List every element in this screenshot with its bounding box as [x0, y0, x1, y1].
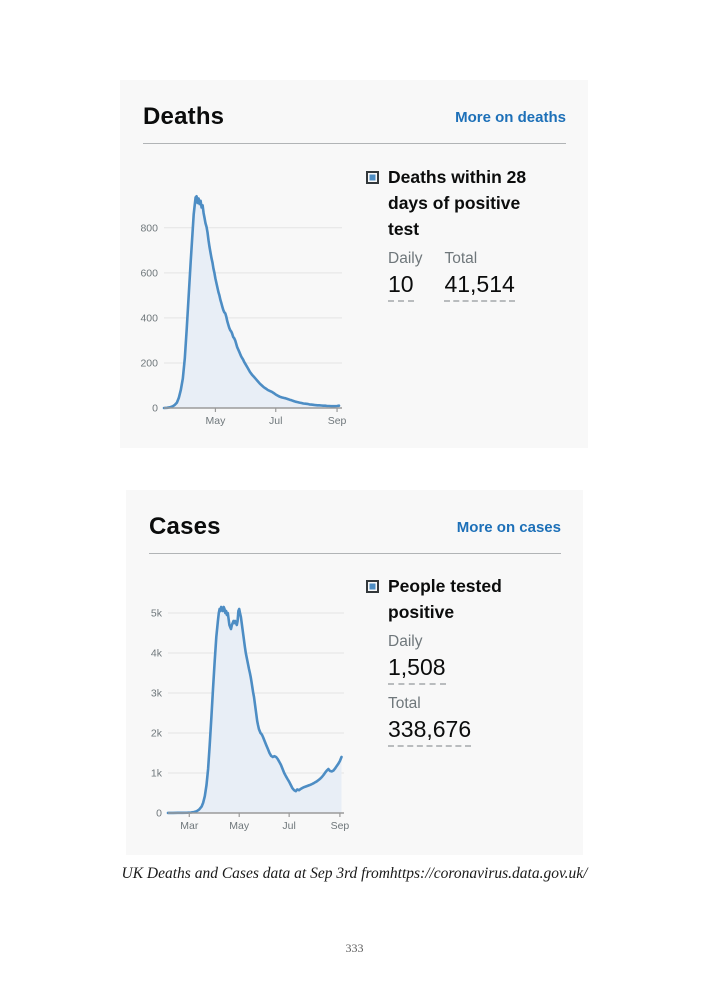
page-number: 333 [345, 941, 364, 955]
cases-total-metric: Total 338,676 [388, 695, 566, 747]
svg-text:5k: 5k [151, 608, 163, 620]
svg-text:Jul: Jul [282, 820, 295, 832]
cases-card: Cases More on cases 0 1k 2k 3k 4k 5k Mar May Jul… [126, 490, 583, 855]
deaths-stat-block: Deaths within 28 days of positive test D… [366, 164, 571, 302]
cases-daily-metric: Daily 1,508 [388, 633, 566, 685]
svg-text:2k: 2k [151, 728, 163, 740]
cases-chart: 0 1k 2k 3k 4k 5k Mar May Jul Sep [151, 605, 350, 832]
svg-text:Sep: Sep [331, 820, 350, 832]
deaths-card-header: Deaths More on deaths [143, 100, 566, 134]
svg-text:800: 800 [140, 222, 158, 234]
deaths-card-divider [143, 143, 566, 144]
cases-total-value: 338,676 [388, 716, 472, 747]
deaths-card-title: Deaths [143, 103, 225, 130]
svg-text:0: 0 [152, 403, 158, 415]
deaths-legend-swatch-icon [366, 171, 379, 184]
deaths-total-value: 41,514 [444, 271, 515, 302]
svg-text:Jul: Jul [269, 415, 282, 427]
deaths-chart: 0 200 400 600 800 May Jul Sep [140, 195, 347, 427]
svg-text:Mar: Mar [180, 820, 199, 832]
cases-card-title: Cases [149, 513, 221, 540]
svg-text:May: May [206, 415, 227, 427]
svg-text:Sep: Sep [328, 415, 347, 427]
cases-metric-title: People tested positive [388, 576, 502, 622]
cases-legend-swatch-icon [366, 580, 379, 593]
deaths-metric-title: Deaths within 28 days of positive test [388, 167, 527, 239]
figure-caption: UK Deaths and Cases data at Sep 3rd from… [121, 865, 588, 882]
cases-total-label: Total [388, 695, 421, 712]
more-on-cases-link[interactable]: More on cases [456, 518, 561, 536]
svg-text:200: 200 [140, 357, 158, 369]
deaths-total-label: Total [444, 250, 478, 267]
svg-text:3k: 3k [151, 688, 163, 700]
svg-text:400: 400 [140, 312, 158, 324]
cases-card-divider [149, 553, 561, 554]
cases-card-header: Cases More on cases [149, 510, 561, 544]
more-on-deaths-link[interactable]: More on deaths [455, 108, 566, 126]
svg-text:0: 0 [156, 808, 162, 820]
deaths-daily-metric: Daily 10 [388, 250, 422, 302]
svg-text:1k: 1k [151, 768, 163, 780]
deaths-total-metric: Total 41,514 [444, 250, 515, 302]
deaths-daily-label: Daily [388, 250, 423, 267]
svg-text:May: May [229, 820, 250, 832]
cases-daily-label: Daily [388, 633, 423, 650]
deaths-daily-value: 10 [388, 271, 414, 302]
cases-stat-block: People tested positive Daily 1,508 Total… [366, 573, 566, 757]
cases-daily-value: 1,508 [388, 654, 446, 685]
svg-text:600: 600 [140, 267, 158, 279]
deaths-card: Deaths More on deaths 0 200 400 600 800 May Ju… [120, 80, 588, 448]
svg-text:4k: 4k [151, 648, 163, 660]
